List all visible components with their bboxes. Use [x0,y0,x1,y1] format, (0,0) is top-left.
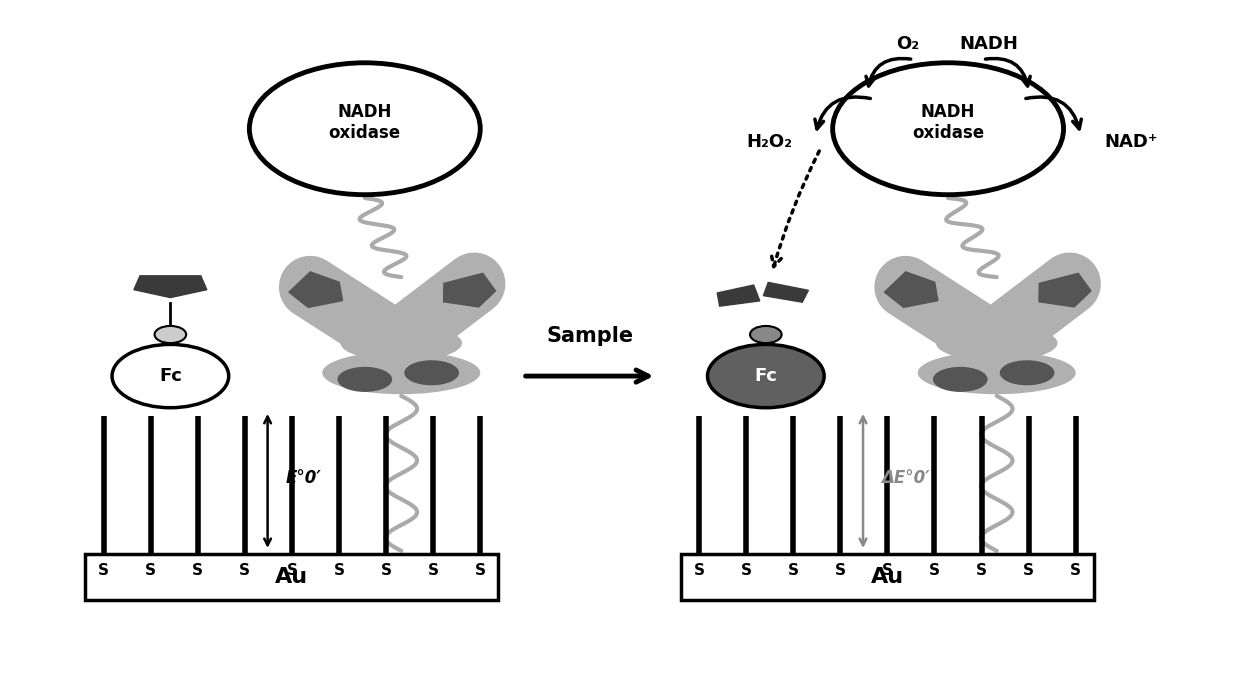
Ellipse shape [999,360,1054,386]
Text: S: S [740,563,751,578]
Text: S: S [787,563,799,578]
Text: O₂: O₂ [897,35,919,53]
Polygon shape [444,273,496,307]
Polygon shape [884,272,937,308]
Text: S: S [428,563,439,578]
Text: NADH: NADH [959,35,1018,53]
Text: S: S [98,563,109,578]
Circle shape [112,345,228,408]
Text: E°0′: E°0′ [285,468,321,487]
Ellipse shape [404,360,459,386]
Text: S: S [1023,563,1034,578]
Ellipse shape [249,63,480,194]
Text: NADH
oxidase: NADH oxidase [913,103,985,141]
FancyBboxPatch shape [681,554,1094,600]
Text: Fc: Fc [754,367,777,385]
Text: S: S [835,563,846,578]
Text: NADH
oxidase: NADH oxidase [329,103,401,141]
Text: S: S [475,563,486,578]
Circle shape [708,345,825,408]
Ellipse shape [322,351,480,394]
FancyBboxPatch shape [86,554,498,600]
Text: H₂O₂: H₂O₂ [746,133,792,151]
Polygon shape [289,272,342,308]
Text: S: S [286,563,298,578]
Text: NAD⁺: NAD⁺ [1104,133,1157,151]
Polygon shape [134,276,207,297]
Text: S: S [239,563,250,578]
Circle shape [750,326,781,343]
Text: S: S [145,563,156,578]
Polygon shape [1039,273,1091,307]
Ellipse shape [337,367,392,392]
Text: Au: Au [870,567,904,588]
Ellipse shape [936,325,1058,361]
Text: S: S [693,563,704,578]
Ellipse shape [932,367,987,392]
Text: ΔE°0′: ΔE°0′ [882,468,930,487]
Polygon shape [717,285,760,306]
Text: S: S [334,563,345,578]
Text: S: S [1070,563,1081,578]
Text: S: S [976,563,987,578]
Polygon shape [764,283,808,302]
Text: S: S [192,563,203,578]
Text: Fc: Fc [159,367,182,385]
Ellipse shape [918,351,1075,394]
Circle shape [155,326,186,343]
Ellipse shape [341,325,463,361]
Ellipse shape [832,63,1064,194]
Text: S: S [929,563,940,578]
Text: Sample: Sample [546,326,634,347]
Text: Au: Au [275,567,309,588]
Text: S: S [882,563,893,578]
Text: S: S [381,563,392,578]
